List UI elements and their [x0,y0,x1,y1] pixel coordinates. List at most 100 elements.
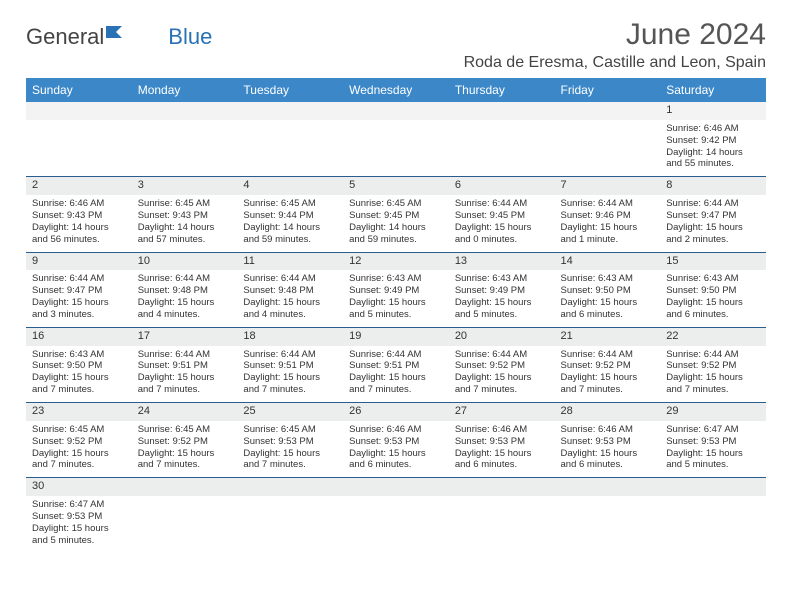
daylight-text: Daylight: 15 hours and 7 minutes. [349,372,443,396]
day-cell: Sunrise: 6:44 AMSunset: 9:52 PMDaylight:… [555,346,661,403]
day-cell: Sunrise: 6:44 AMSunset: 9:52 PMDaylight:… [449,346,555,403]
calendar-body: 1 Sunrise: 6:46 AMSunset: 9:42 PMDayligh… [26,102,766,553]
detail-row: Sunrise: 6:46 AMSunset: 9:42 PMDaylight:… [26,120,766,177]
daylight-text: Daylight: 15 hours and 6 minutes. [666,297,760,321]
day-number: 21 [555,327,661,345]
day-number: 16 [26,327,132,345]
sunset-text: Sunset: 9:53 PM [349,436,443,448]
sunset-text: Sunset: 9:48 PM [138,285,232,297]
day-number [660,478,766,496]
sunrise-text: Sunrise: 6:44 AM [32,273,126,285]
day-cell: Sunrise: 6:44 AMSunset: 9:48 PMDaylight:… [237,270,343,327]
daylight-text: Daylight: 14 hours and 59 minutes. [243,222,337,246]
detail-row: Sunrise: 6:47 AMSunset: 9:53 PMDaylight:… [26,496,766,553]
sunset-text: Sunset: 9:51 PM [243,360,337,372]
daylight-text: Daylight: 15 hours and 7 minutes. [138,448,232,472]
day-cell: Sunrise: 6:43 AMSunset: 9:49 PMDaylight:… [449,270,555,327]
day-cell: Sunrise: 6:44 AMSunset: 9:46 PMDaylight:… [555,195,661,252]
day-number: 25 [237,403,343,421]
daylight-text: Daylight: 15 hours and 7 minutes. [455,372,549,396]
sunrise-text: Sunrise: 6:44 AM [243,349,337,361]
dh-mon: Monday [132,78,238,102]
day-number: 10 [132,252,238,270]
day-cell: Sunrise: 6:45 AMSunset: 9:43 PMDaylight:… [132,195,238,252]
sunset-text: Sunset: 9:53 PM [666,436,760,448]
day-cell [343,120,449,177]
day-cell [449,496,555,553]
day-cell: Sunrise: 6:45 AMSunset: 9:52 PMDaylight:… [26,421,132,478]
day-cell: Sunrise: 6:45 AMSunset: 9:44 PMDaylight:… [237,195,343,252]
day-cell [26,120,132,177]
day-cell: Sunrise: 6:44 AMSunset: 9:52 PMDaylight:… [660,346,766,403]
sunrise-text: Sunrise: 6:46 AM [349,424,443,436]
daynum-row: 9101112131415 [26,252,766,270]
daylight-text: Daylight: 15 hours and 6 minutes. [455,448,549,472]
sunset-text: Sunset: 9:43 PM [32,210,126,222]
sunset-text: Sunset: 9:52 PM [455,360,549,372]
sunrise-text: Sunrise: 6:45 AM [349,198,443,210]
brand-logo: General Blue [26,24,212,50]
day-number [449,102,555,120]
detail-row: Sunrise: 6:43 AMSunset: 9:50 PMDaylight:… [26,346,766,403]
sunrise-text: Sunrise: 6:47 AM [666,424,760,436]
daylight-text: Daylight: 15 hours and 0 minutes. [455,222,549,246]
day-number: 3 [132,177,238,195]
day-cell: Sunrise: 6:44 AMSunset: 9:48 PMDaylight:… [132,270,238,327]
day-number: 15 [660,252,766,270]
sunset-text: Sunset: 9:53 PM [243,436,337,448]
sunrise-text: Sunrise: 6:44 AM [138,273,232,285]
day-cell [237,120,343,177]
sunset-text: Sunset: 9:51 PM [138,360,232,372]
sunset-text: Sunset: 9:44 PM [243,210,337,222]
day-number: 29 [660,403,766,421]
day-number: 7 [555,177,661,195]
day-cell: Sunrise: 6:44 AMSunset: 9:51 PMDaylight:… [343,346,449,403]
sunset-text: Sunset: 9:49 PM [455,285,549,297]
day-header-row: Sunday Monday Tuesday Wednesday Thursday… [26,78,766,102]
sunset-text: Sunset: 9:46 PM [561,210,655,222]
day-number: 17 [132,327,238,345]
daylight-text: Daylight: 15 hours and 4 minutes. [243,297,337,321]
day-cell: Sunrise: 6:43 AMSunset: 9:49 PMDaylight:… [343,270,449,327]
daylight-text: Daylight: 14 hours and 56 minutes. [32,222,126,246]
day-number: 8 [660,177,766,195]
sunset-text: Sunset: 9:53 PM [455,436,549,448]
daylight-text: Daylight: 15 hours and 7 minutes. [243,372,337,396]
day-number [26,102,132,120]
sunset-text: Sunset: 9:47 PM [32,285,126,297]
daylight-text: Daylight: 15 hours and 7 minutes. [32,448,126,472]
sunrise-text: Sunrise: 6:44 AM [666,198,760,210]
sunrise-text: Sunrise: 6:43 AM [666,273,760,285]
sunset-text: Sunset: 9:49 PM [349,285,443,297]
day-number: 2 [26,177,132,195]
sunset-text: Sunset: 9:52 PM [666,360,760,372]
sunrise-text: Sunrise: 6:44 AM [561,349,655,361]
day-number [449,478,555,496]
sunrise-text: Sunrise: 6:46 AM [561,424,655,436]
day-cell [555,120,661,177]
sunset-text: Sunset: 9:53 PM [561,436,655,448]
sunset-text: Sunset: 9:48 PM [243,285,337,297]
day-number [343,102,449,120]
day-cell: Sunrise: 6:44 AMSunset: 9:47 PMDaylight:… [660,195,766,252]
day-cell: Sunrise: 6:44 AMSunset: 9:47 PMDaylight:… [26,270,132,327]
sunrise-text: Sunrise: 6:44 AM [349,349,443,361]
flag-icon [106,24,128,50]
day-cell: Sunrise: 6:46 AMSunset: 9:53 PMDaylight:… [555,421,661,478]
day-cell [237,496,343,553]
day-cell: Sunrise: 6:44 AMSunset: 9:45 PMDaylight:… [449,195,555,252]
brand-text-1: General [26,24,104,50]
dh-sat: Saturday [660,78,766,102]
sunrise-text: Sunrise: 6:46 AM [455,424,549,436]
daylight-text: Daylight: 15 hours and 7 minutes. [666,372,760,396]
sunrise-text: Sunrise: 6:46 AM [666,123,760,135]
sunrise-text: Sunrise: 6:43 AM [349,273,443,285]
daylight-text: Daylight: 15 hours and 5 minutes. [666,448,760,472]
dh-sun: Sunday [26,78,132,102]
sunset-text: Sunset: 9:47 PM [666,210,760,222]
sunrise-text: Sunrise: 6:43 AM [32,349,126,361]
sunset-text: Sunset: 9:52 PM [138,436,232,448]
day-cell: Sunrise: 6:44 AMSunset: 9:51 PMDaylight:… [132,346,238,403]
sunrise-text: Sunrise: 6:44 AM [561,198,655,210]
calendar-table: Sunday Monday Tuesday Wednesday Thursday… [26,78,766,553]
